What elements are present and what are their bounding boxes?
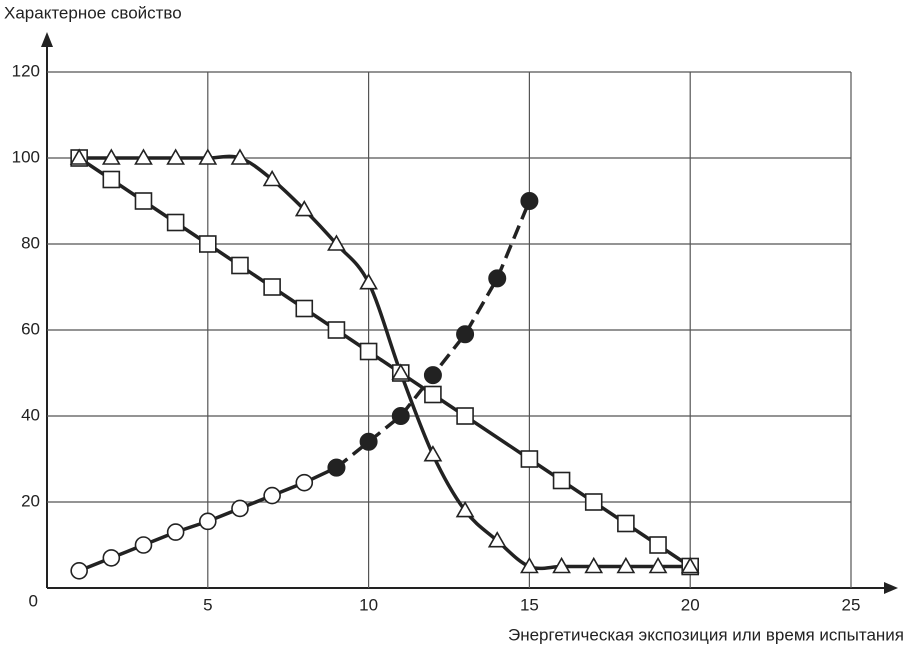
- y-axis-label: Характерное свойство: [4, 3, 182, 22]
- filled-circle-marker: [520, 192, 539, 210]
- square-marker: [649, 536, 667, 554]
- filled-circle-marker: [327, 458, 346, 477]
- filled-circle-marker: [391, 407, 410, 425]
- series-line: [79, 154, 691, 571]
- triangle-marker: [134, 148, 153, 165]
- x-tick-label: 20: [681, 595, 700, 614]
- y-tick-label: 80: [21, 233, 40, 252]
- triangle-marker: [455, 500, 475, 518]
- square-marker: [584, 493, 603, 511]
- series-line: [335, 200, 532, 469]
- x-axis-arrow: [884, 582, 898, 594]
- open-circle-marker: [134, 536, 153, 554]
- y-tick-label: 20: [21, 491, 40, 510]
- triangle-marker: [359, 273, 378, 290]
- open-circle-marker: [102, 549, 121, 567]
- square-marker: [359, 342, 378, 361]
- square-marker: [295, 299, 314, 318]
- triangle-marker: [101, 148, 121, 165]
- triangle-marker: [69, 148, 89, 165]
- triangle-marker: [391, 363, 411, 380]
- triangle-marker: [198, 148, 218, 165]
- triangle-marker: [294, 199, 314, 217]
- square-marker: [520, 450, 539, 468]
- square-marker: [617, 514, 635, 533]
- y-tick-label: 40: [21, 405, 40, 424]
- y-tick-label: 60: [21, 319, 40, 338]
- x-tick-label: 25: [842, 595, 861, 614]
- open-circle-marker: [70, 561, 88, 580]
- square-marker: [327, 321, 346, 339]
- filled-circle-marker: [359, 432, 378, 451]
- triangle-marker: [487, 531, 507, 548]
- y-axis-arrow: [41, 32, 53, 47]
- square-marker: [134, 192, 153, 210]
- y-tick-label: 120: [12, 61, 40, 80]
- x-tick-label: 10: [359, 595, 378, 614]
- x-tick-label: 15: [520, 595, 539, 614]
- open-circle-marker: [231, 499, 249, 518]
- triangle-marker: [616, 556, 636, 574]
- triangle-marker: [552, 556, 571, 574]
- y-tick-label: 0: [29, 591, 38, 610]
- open-circle-marker: [166, 523, 185, 541]
- square-marker: [231, 256, 249, 275]
- open-circle-marker: [295, 473, 314, 492]
- square-marker: [102, 170, 121, 189]
- open-circle-marker: [263, 486, 281, 505]
- triangle-marker: [327, 234, 346, 251]
- square-marker: [263, 278, 281, 296]
- triangle-marker: [648, 556, 668, 574]
- open-circle-marker: [199, 512, 217, 531]
- square-marker: [552, 471, 571, 490]
- triangle-marker: [584, 556, 604, 574]
- triangle-marker: [230, 148, 250, 165]
- filled-circle-marker: [456, 325, 475, 344]
- square-marker: [199, 235, 217, 253]
- square-marker: [424, 385, 442, 404]
- square-marker: [456, 407, 474, 425]
- triangle-marker: [520, 556, 539, 574]
- triangle-marker: [423, 445, 443, 462]
- triangle-marker: [680, 556, 700, 574]
- filled-circle-marker: [423, 366, 442, 385]
- x-tick-label: 5: [203, 595, 212, 614]
- y-tick-label: 100: [12, 147, 40, 166]
- triangle-marker: [262, 169, 282, 187]
- triangle-marker: [166, 148, 186, 165]
- square-marker: [166, 213, 185, 232]
- x-axis-label: Энергетическая экспозиция или время испы…: [508, 625, 904, 644]
- filled-circle-marker: [488, 269, 507, 288]
